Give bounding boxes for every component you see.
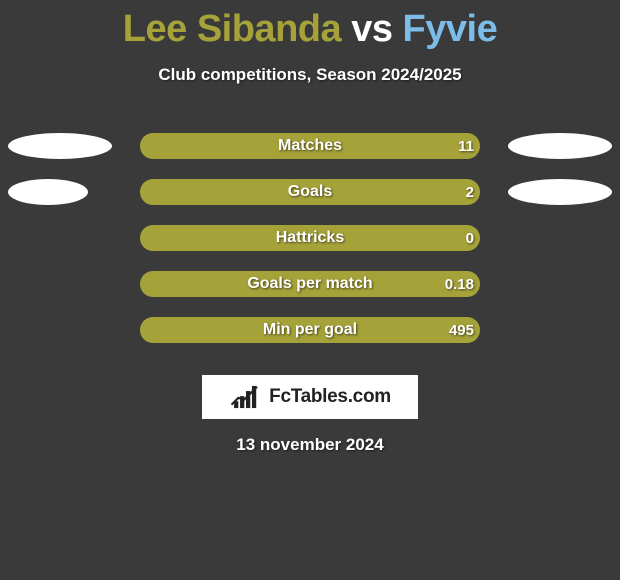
right-value: 0.18 bbox=[426, 261, 474, 307]
stat-row: Min per goal495 bbox=[0, 307, 620, 353]
stat-rows: Matches11Goals2Hattricks0Goals per match… bbox=[0, 123, 620, 353]
left-ellipse bbox=[8, 179, 88, 205]
stat-row: Goals per match0.18 bbox=[0, 261, 620, 307]
right-value: 2 bbox=[426, 169, 474, 215]
right-value: 0 bbox=[426, 215, 474, 261]
right-ellipse bbox=[508, 133, 612, 159]
stat-row: Hattricks0 bbox=[0, 215, 620, 261]
right-ellipse bbox=[508, 179, 612, 205]
stat-row: Goals2 bbox=[0, 169, 620, 215]
footer-date: 13 november 2024 bbox=[0, 435, 620, 455]
footer-logo-text: FcTables.com bbox=[269, 386, 391, 408]
chart-icon bbox=[229, 382, 263, 412]
footer-logo: FcTables.com bbox=[202, 375, 418, 419]
subtitle: Club competitions, Season 2024/2025 bbox=[0, 65, 620, 85]
player1-name: Lee Sibanda bbox=[123, 8, 341, 50]
stat-row: Matches11 bbox=[0, 123, 620, 169]
stats-comparison-card: Lee Sibanda vs Fyvie Club competitions, … bbox=[0, 0, 620, 580]
page-title: Lee Sibanda vs Fyvie bbox=[0, 0, 620, 51]
player2-name: Fyvie bbox=[403, 8, 498, 50]
vs-text: vs bbox=[351, 8, 392, 50]
left-ellipse bbox=[8, 133, 112, 159]
right-value: 11 bbox=[426, 123, 474, 169]
right-value: 495 bbox=[426, 307, 474, 353]
